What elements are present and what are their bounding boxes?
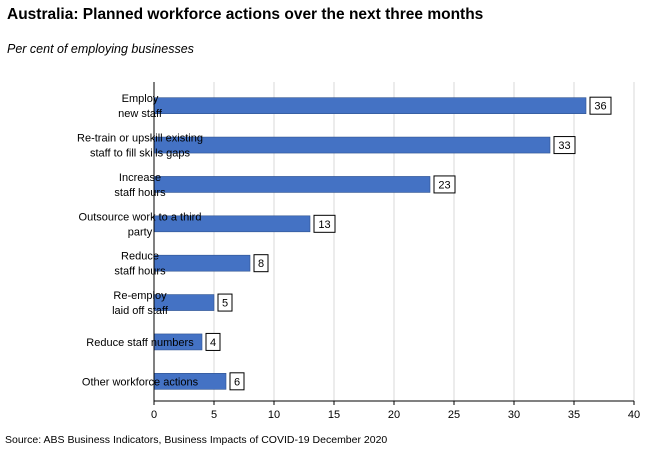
data-label: 13 bbox=[318, 219, 330, 231]
data-label-box bbox=[553, 136, 576, 155]
data-label: 33 bbox=[558, 140, 570, 152]
bars bbox=[153, 97, 587, 390]
category-label: Reduce bbox=[121, 251, 159, 263]
data-label-box bbox=[205, 332, 221, 351]
x-tick-label: 25 bbox=[448, 409, 460, 421]
x-tick-label: 0 bbox=[151, 409, 157, 421]
data-label: 6 bbox=[234, 376, 240, 388]
bar bbox=[153, 176, 431, 193]
x-tick-label: 10 bbox=[268, 409, 280, 421]
data-labels: 36 33 23 13 8 5 4 6 bbox=[205, 96, 612, 391]
category-label: Outsource work to a third bbox=[79, 211, 202, 223]
x-tick-label: 30 bbox=[508, 409, 520, 421]
x-tick-label: 40 bbox=[628, 409, 640, 421]
category-label: Increase bbox=[119, 172, 161, 184]
data-label: 8 bbox=[258, 258, 264, 270]
x-tick-label: 35 bbox=[568, 409, 580, 421]
x-tick-label: 20 bbox=[388, 409, 400, 421]
data-label: 36 bbox=[594, 101, 606, 113]
category-label: staff to fill skills gaps bbox=[90, 148, 191, 160]
data-label-box bbox=[229, 372, 245, 391]
category-labels: Employ new staff Re-train or upskill exist… bbox=[77, 93, 203, 388]
bar bbox=[153, 254, 251, 272]
data-label-box bbox=[217, 293, 233, 312]
category-label: staff hours bbox=[114, 266, 166, 278]
x-tick-label: 15 bbox=[328, 409, 340, 421]
category-label: new staff bbox=[118, 108, 163, 120]
chart-title: Australia: Planned workforce actions ove… bbox=[7, 6, 484, 23]
data-label-box bbox=[253, 254, 269, 273]
data-label: 4 bbox=[210, 337, 216, 349]
category-label: Employ bbox=[122, 93, 159, 105]
x-tick-label: 5 bbox=[211, 409, 217, 421]
category-label: Reduce staff numbers bbox=[86, 337, 194, 349]
category-label: staff hours bbox=[114, 187, 166, 199]
data-label-box bbox=[589, 96, 612, 115]
category-label: laid off staff bbox=[112, 305, 169, 317]
chart-subtitle: Per cent of employing businesses bbox=[7, 42, 194, 56]
data-label-box bbox=[433, 175, 456, 194]
data-label: 5 bbox=[222, 298, 228, 310]
category-label: Other workforce actions bbox=[82, 376, 199, 388]
x-axis: 0 5 10 15 20 25 30 35 40 bbox=[151, 82, 640, 421]
bar bbox=[153, 97, 587, 114]
gridlines bbox=[213, 82, 635, 401]
category-label: Re-employ bbox=[113, 290, 167, 302]
data-label-box bbox=[313, 214, 336, 233]
category-label: party bbox=[128, 226, 153, 238]
source-note: Source: ABS Business Indicators, Busines… bbox=[5, 434, 388, 446]
bar bbox=[153, 136, 551, 154]
data-label: 23 bbox=[438, 179, 450, 191]
category-label: Re-train or upskill existing bbox=[77, 133, 203, 145]
